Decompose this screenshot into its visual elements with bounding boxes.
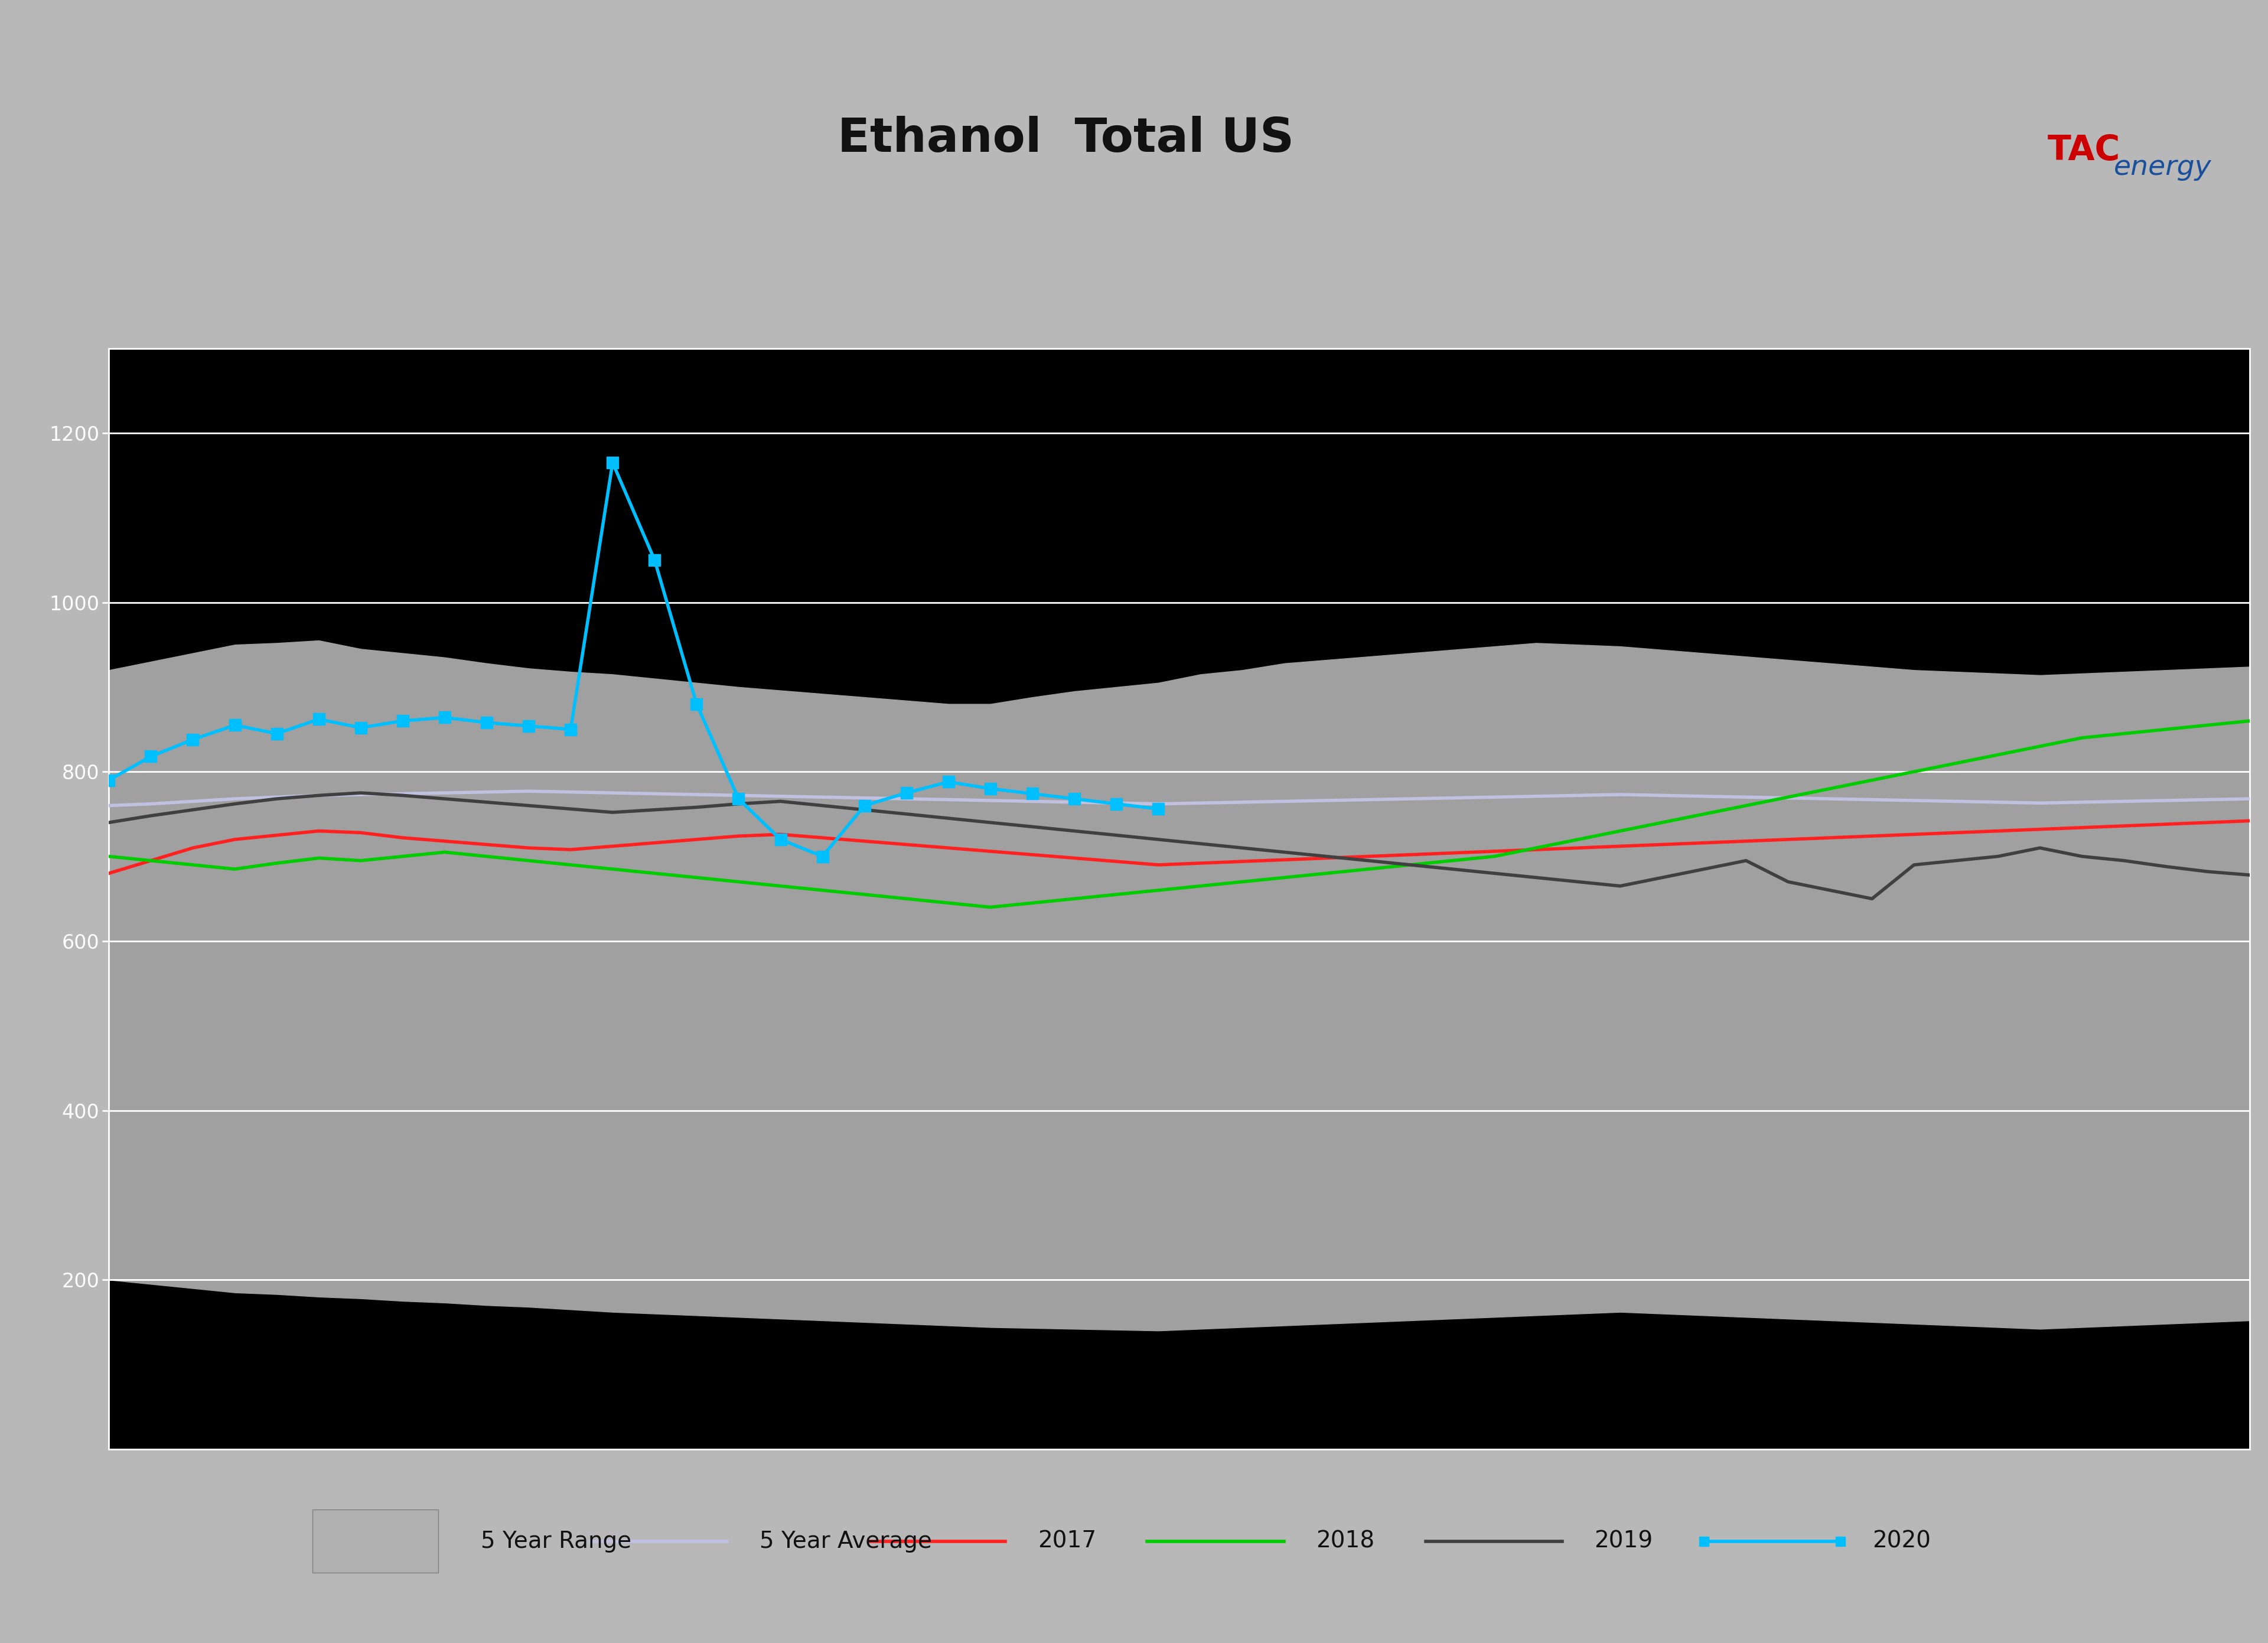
Text: 2019: 2019 [1594,1530,1653,1553]
Text: Ethanol  Total US: Ethanol Total US [837,115,1295,163]
Text: 5 Year Range: 5 Year Range [481,1530,633,1553]
Text: 2018: 2018 [1315,1530,1374,1553]
Bar [313,1510,438,1572]
Text: TAC: TAC [2048,133,2121,168]
Text: 2020: 2020 [1873,1530,1930,1553]
Text: 2017: 2017 [1039,1530,1095,1553]
Text: 5 Year Average: 5 Year Average [760,1530,932,1553]
Text: energy: energy [2114,154,2211,181]
